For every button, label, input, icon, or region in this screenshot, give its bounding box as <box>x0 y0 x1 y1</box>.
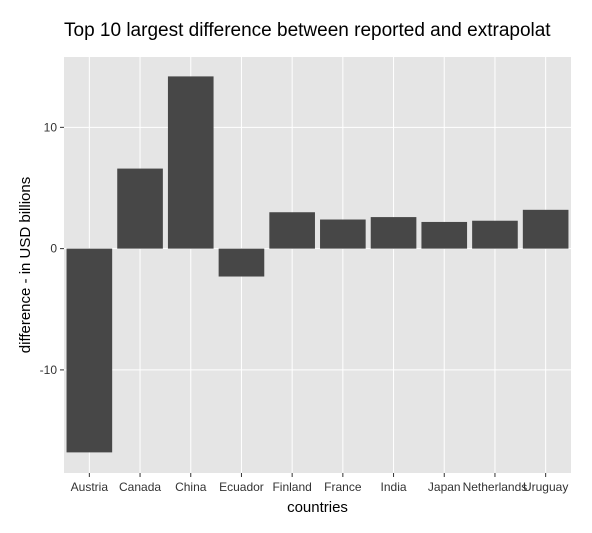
bar-ecuador <box>218 248 265 277</box>
x-tick-label: India <box>381 480 407 494</box>
x-tick-label: Canada <box>119 480 161 494</box>
y-axis-ticks: -10 0 10 <box>40 120 64 377</box>
x-tick-label: Netherlands <box>463 480 528 494</box>
y-axis-title: difference - in USD billions <box>17 177 34 353</box>
y-tick-label: 10 <box>44 120 58 134</box>
bar-india <box>370 217 417 249</box>
bar-uruguay <box>522 209 569 249</box>
y-tick-label: -10 <box>40 363 58 377</box>
bar-china <box>167 76 214 249</box>
plot-panel <box>64 57 571 473</box>
bar-canada <box>117 168 163 249</box>
x-tick-label: Austria <box>71 480 109 494</box>
x-axis-title: countries <box>287 499 348 516</box>
x-tick-label: Finland <box>272 480 311 494</box>
x-tick-label: Japan <box>428 480 461 494</box>
x-tick-label: France <box>324 480 362 494</box>
x-tick-label: Ecuador <box>219 480 264 494</box>
bar-france <box>320 219 366 249</box>
x-tick-label: Uruguay <box>523 480 568 494</box>
bar-netherlands <box>472 220 518 249</box>
bar-japan <box>421 221 468 249</box>
x-axis-ticks: Austria Canada China Ecuador Finland France In… <box>71 473 568 494</box>
chart-title: Top 10 largest difference between report… <box>64 20 551 41</box>
bar-finland <box>269 212 315 249</box>
y-tick-label: 0 <box>50 242 57 256</box>
x-tick-label: China <box>175 480 207 494</box>
bars <box>66 76 569 453</box>
bar-austria <box>66 248 113 453</box>
